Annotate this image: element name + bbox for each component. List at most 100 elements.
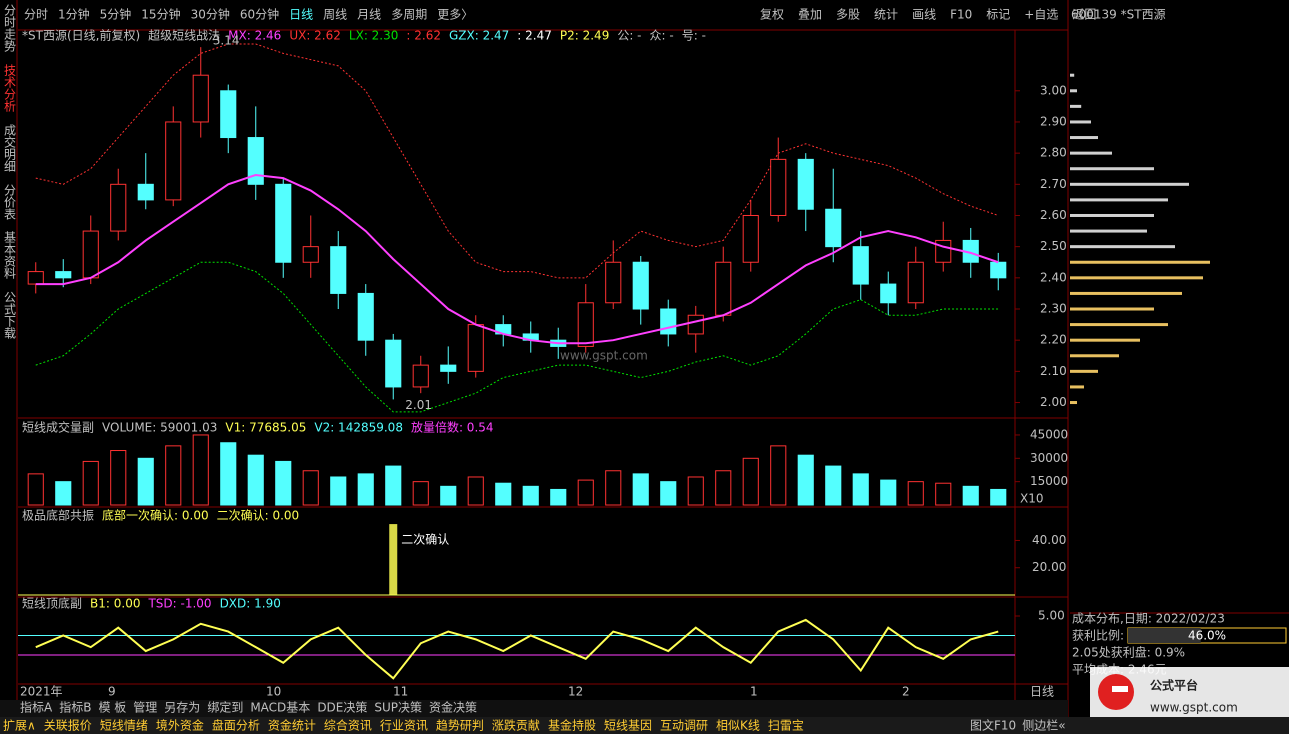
toolbar-button[interactable]: +自选 <box>1024 8 1058 22</box>
bottom-tab[interactable]: 行业资讯 <box>380 719 428 733</box>
indicator-tab[interactable]: 资金决策 <box>429 700 477 715</box>
candle-body <box>687 314 704 335</box>
side-tab[interactable]: 公式下载 <box>3 291 17 340</box>
indicator-tab[interactable]: 指标A <box>20 700 53 715</box>
period-tab[interactable]: 30分钟 <box>191 7 230 22</box>
period-tab[interactable]: 15分钟 <box>141 7 180 22</box>
bottom-tab[interactable]: 扩展∧ <box>3 719 36 733</box>
bottom-tab[interactable]: 涨跌贡献 <box>492 718 540 733</box>
side-tab[interactable]: 成交明细 <box>3 124 17 172</box>
header-item: GZX: 2.47 <box>449 29 509 43</box>
period-tab[interactable]: 更多〉 <box>437 8 473 22</box>
period-tab[interactable]: 5分钟 <box>100 7 132 22</box>
header-item: 底部一次确认: 0.00 <box>102 508 209 523</box>
period-tab[interactable]: 分时 <box>24 8 48 22</box>
volume-bar <box>550 488 567 506</box>
candle-body <box>660 308 677 335</box>
indicator-tab[interactable]: 绑定到 <box>207 700 243 715</box>
y-tick-label: 40.00 <box>1032 533 1066 547</box>
y-tick-label: 30000 <box>1030 451 1068 465</box>
volume-bar <box>605 470 622 506</box>
toolbar-button[interactable]: 统计 <box>874 8 898 22</box>
period-tab[interactable]: 周线 <box>323 8 347 22</box>
toolbar-button[interactable]: 返回 <box>1072 8 1096 22</box>
chip-bar <box>1070 291 1182 295</box>
y-tick-label: 45000 <box>1030 427 1068 441</box>
side-tab[interactable]: 技术分析 <box>3 64 17 113</box>
toolbar-button[interactable]: 多股 <box>836 8 860 22</box>
header-item: V1: 77685.05 <box>225 421 306 435</box>
indicator-tab[interactable]: DDE决策 <box>317 701 367 715</box>
chip-bar <box>1070 245 1175 249</box>
side-tab[interactable]: 基本资料 <box>3 231 17 279</box>
bottom-tab[interactable]: 互动调研 <box>660 719 708 733</box>
chip-bar <box>1070 260 1210 264</box>
indicator-tab[interactable]: 模 板 <box>98 701 126 715</box>
ratio-value: 46.0% <box>1188 629 1226 643</box>
period-tab[interactable]: 60分钟 <box>240 7 279 22</box>
toolbar-button[interactable]: 复权 <box>760 8 784 22</box>
header-item: 公: - <box>617 29 641 43</box>
toolbar-button[interactable]: 标记 <box>986 8 1010 22</box>
chip-bar <box>1070 229 1147 233</box>
candle-body <box>797 158 814 210</box>
bottom-tab[interactable]: 资金统计 <box>268 718 316 733</box>
bottom-tab[interactable]: 综合资讯 <box>324 718 372 733</box>
chip-bar <box>1070 89 1077 93</box>
header-item: B1: 0.00 <box>90 597 140 611</box>
bottom-tab[interactable]: 基金持股 <box>548 718 596 733</box>
side-tab[interactable]: 分时走势 <box>3 4 17 52</box>
volume-bar <box>55 481 72 506</box>
candle-body <box>467 324 484 372</box>
header-item: *ST西源(日线,前复权) <box>22 28 140 43</box>
y-tick-label: 2.10 <box>1040 364 1067 378</box>
header-item: V2: 142859.08 <box>314 421 403 435</box>
candle-body <box>247 137 264 185</box>
toolbar-button[interactable]: F10 <box>950 8 972 22</box>
side-tab[interactable]: 分价表 <box>3 184 17 220</box>
indicator-tab[interactable]: MACD基本 <box>250 701 310 715</box>
bottom-tab[interactable]: 扫雷宝 <box>768 719 804 733</box>
bottom-tab[interactable]: 短线情绪 <box>100 719 148 733</box>
logo-url: www.gspt.com <box>1150 701 1238 715</box>
toolbar-button[interactable]: 叠加 <box>798 8 822 22</box>
volume-bar <box>137 457 154 506</box>
candle-body <box>715 261 732 316</box>
volume-bar <box>330 476 347 506</box>
candle-body <box>935 239 952 263</box>
low-label: 2.01 <box>405 398 432 412</box>
bottom-tab[interactable]: 相似K线 <box>716 719 760 733</box>
toolbar-button[interactable]: 画线 <box>912 8 936 22</box>
chip-bar <box>1070 276 1203 280</box>
indicator-tab[interactable]: SUP决策 <box>374 701 422 715</box>
period-tab[interactable]: 月线 <box>357 8 381 22</box>
bottom-right-tab[interactable]: 侧边栏« <box>1022 718 1065 733</box>
bottom-tab[interactable]: 关联报价 <box>44 718 92 733</box>
volume-bar <box>165 445 182 506</box>
period-tab[interactable]: 1分钟 <box>58 7 90 22</box>
y-tick-label: 15000 <box>1030 474 1068 488</box>
indicator-tab[interactable]: 管理 <box>133 700 157 715</box>
indicator-tab[interactable]: 另存为 <box>164 701 200 715</box>
bottom-tab[interactable]: 境外资金 <box>156 718 204 733</box>
candle-body <box>82 230 99 279</box>
stock-name: 600139 *ST西源 <box>1071 8 1166 22</box>
volume-bar <box>742 457 759 506</box>
header-item: LX: 2.30 <box>349 29 398 43</box>
bottom-tab[interactable]: 趋势研判 <box>436 719 484 733</box>
chip-bar <box>1070 104 1082 108</box>
header-item: 号: - <box>682 29 706 43</box>
candle-body <box>852 246 869 285</box>
volume-bar <box>110 450 127 506</box>
bottom-tab[interactable]: 盘面分析 <box>212 718 260 733</box>
period-tab[interactable]: 日线 <box>289 8 313 22</box>
panel-title: 成本分布,日期: 2022/02/23 <box>1072 612 1225 626</box>
period-label: 日线 <box>1030 685 1054 699</box>
indicator-tab[interactable]: 指标B <box>59 700 91 715</box>
signal-label: 二次确认 <box>401 533 449 547</box>
chip-bar <box>1070 120 1091 124</box>
bottom-right-tab[interactable]: 图文F10 <box>970 718 1016 733</box>
x-label: 2021年 <box>20 685 63 699</box>
bottom-tab[interactable]: 短线基因 <box>604 719 652 733</box>
period-tab[interactable]: 多周期 <box>391 8 427 22</box>
